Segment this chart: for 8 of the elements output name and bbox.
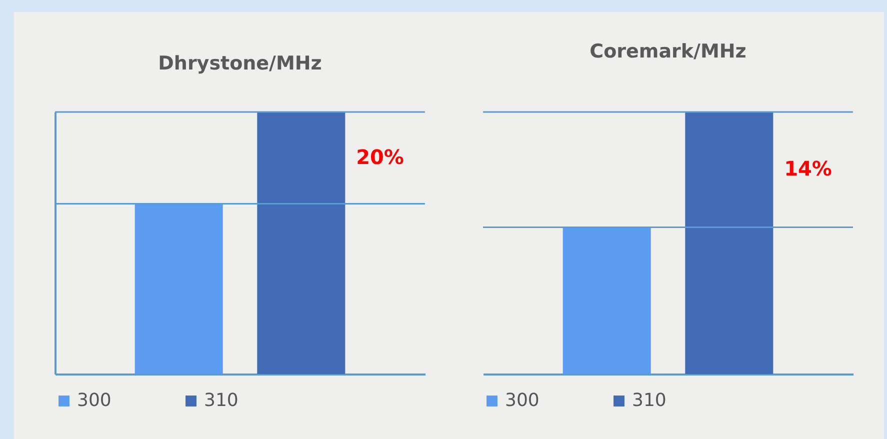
legend-label: 300 bbox=[77, 390, 112, 411]
chart-title: Coremark/MHz bbox=[590, 40, 746, 62]
legend-label: 310 bbox=[204, 390, 238, 411]
annotation: 20% bbox=[356, 144, 404, 169]
legend-label: 310 bbox=[632, 390, 666, 411]
annotation: 14% bbox=[784, 156, 832, 181]
legend-label: 300 bbox=[505, 390, 540, 411]
chart-title: Dhrystone/MHz bbox=[158, 52, 322, 74]
